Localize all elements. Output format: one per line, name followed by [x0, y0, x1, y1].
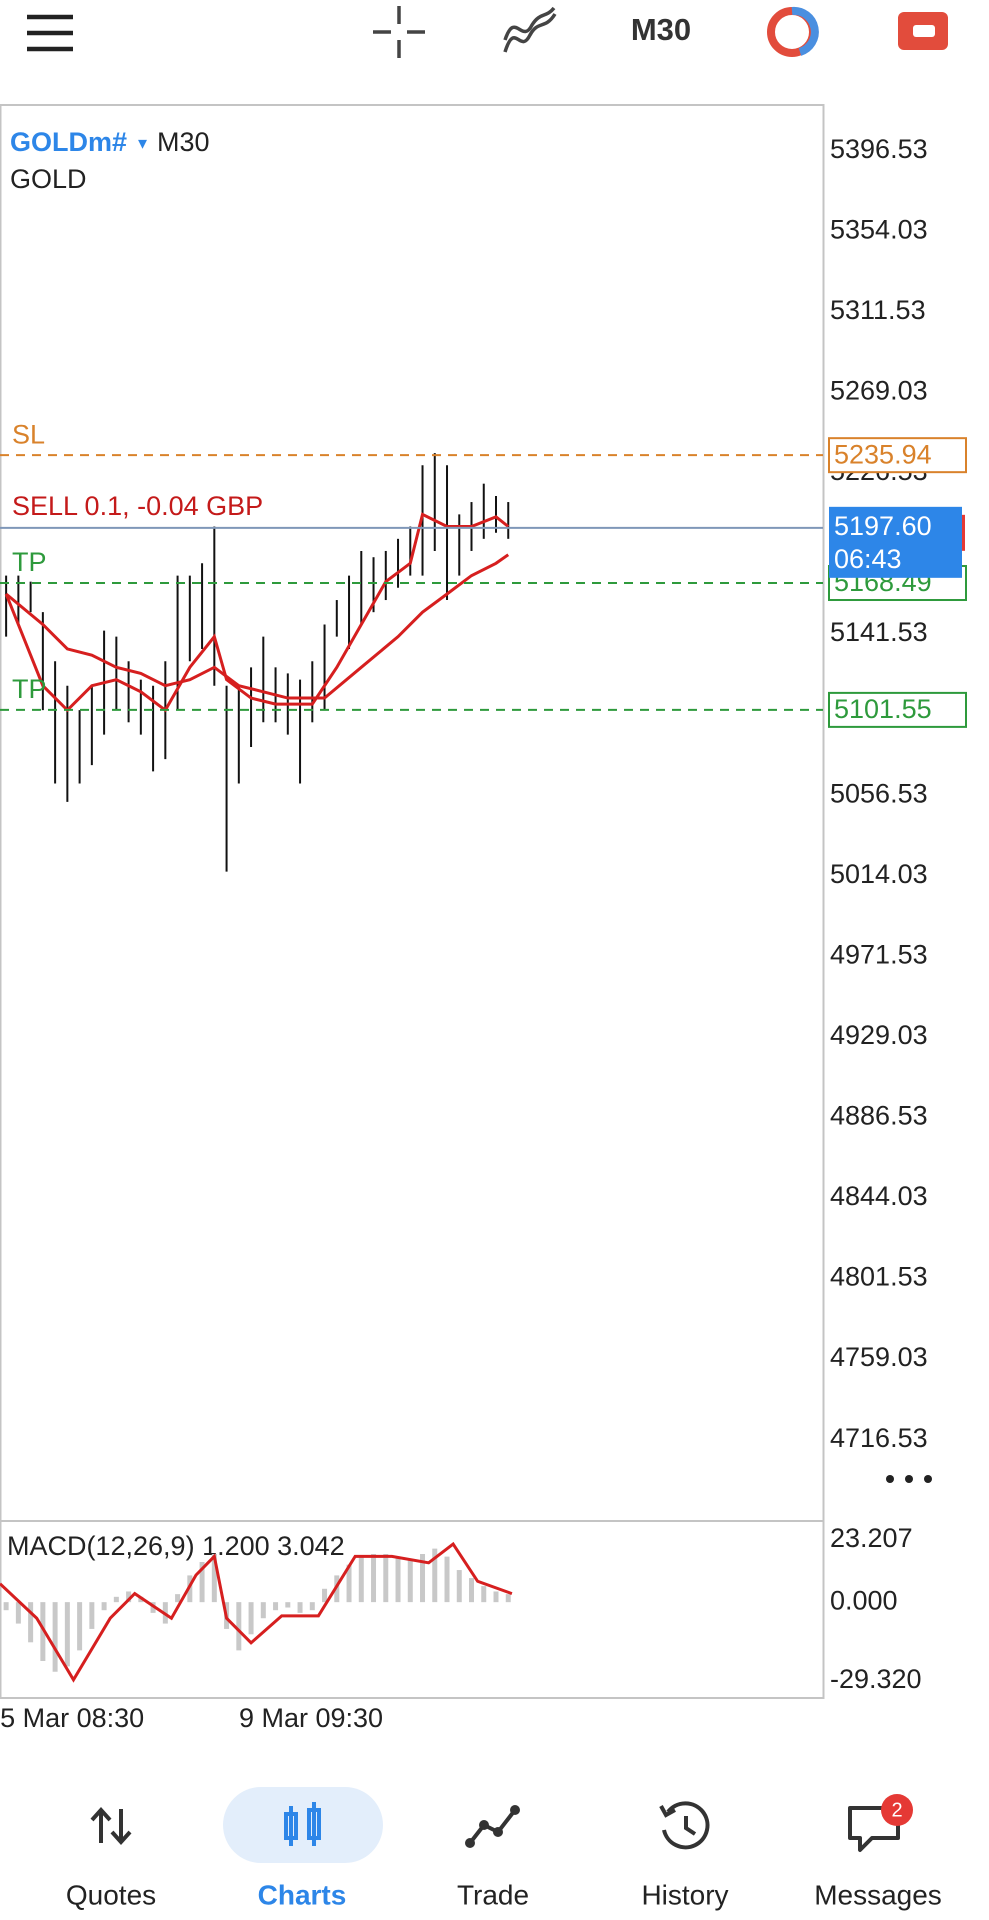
- badge: [881, 1794, 913, 1826]
- price-tick-label: 5269.03: [830, 376, 928, 406]
- level-price: 5235.94: [834, 439, 932, 469]
- level-price-box: [828, 437, 967, 474]
- price-tick-label: 4886.53: [830, 1101, 928, 1131]
- badge-count: 2: [891, 1799, 902, 1821]
- icon-stroke: [90, 1807, 112, 1843]
- menu-button[interactable]: [27, 14, 73, 52]
- more-button[interactable]: [886, 1475, 932, 1483]
- quotes-icon: [90, 1807, 132, 1845]
- trade-icon: [465, 1805, 520, 1848]
- dot: [924, 1475, 932, 1483]
- icon-stroke: [662, 1801, 710, 1850]
- icon-inner: [913, 25, 935, 37]
- time-tick-label: 5 Mar 08:30: [0, 1703, 144, 1733]
- dot: [905, 1475, 913, 1483]
- timeframe-button[interactable]: M30: [631, 12, 691, 47]
- price-tick-label: 5056.53: [830, 778, 928, 808]
- nav-label[interactable]: Trade: [457, 1879, 529, 1910]
- active-tab-background: [223, 1787, 383, 1863]
- nav-label[interactable]: Quotes: [66, 1879, 156, 1910]
- nav-label[interactable]: Charts: [258, 1879, 347, 1910]
- macd-tick-label: -29.320: [830, 1664, 922, 1694]
- moving-average: [4, 512, 510, 713]
- dot: [886, 1475, 894, 1483]
- crosshair-button[interactable]: [373, 6, 425, 58]
- price-tick-label: 4929.03: [830, 1020, 928, 1050]
- macd-signal-line: [0, 1541, 513, 1683]
- position-label: SELL 0.1, -0.04 GBP: [12, 491, 263, 521]
- price-tick-label: 5354.03: [830, 214, 928, 244]
- history-icon: [659, 1801, 710, 1850]
- icon-dot: [479, 1820, 489, 1830]
- icon-stroke: [659, 1805, 676, 1818]
- trade-button[interactable]: [898, 12, 948, 50]
- price-tick-label: 4716.53: [830, 1423, 928, 1453]
- bar-timer: 06:43: [834, 544, 902, 574]
- bid-price: 5197.60: [834, 511, 932, 541]
- macd-label: MACD(12,26,9) 1.200 3.042: [7, 1531, 345, 1561]
- icon-dot: [493, 1827, 503, 1837]
- nav-label[interactable]: Messages: [814, 1879, 942, 1910]
- icon-stroke: [110, 1809, 132, 1845]
- icon-dot: [510, 1805, 520, 1815]
- icon-stroke: [468, 1808, 517, 1845]
- level-price-box: [828, 691, 967, 728]
- price-tick-label: 4759.03: [830, 1342, 928, 1372]
- icon-stroke: [503, 6, 556, 41]
- price-tick-label: 5014.03: [830, 859, 928, 889]
- price-tick-label: 4801.53: [830, 1262, 928, 1292]
- chart-timeframe: M30: [157, 127, 210, 157]
- icon-stroke: [684, 1816, 697, 1836]
- level-label: TP: [12, 674, 47, 704]
- chart-frame: [0, 104, 825, 1699]
- bid-box: [829, 506, 962, 578]
- level-label: TP: [12, 547, 47, 577]
- icon-dot: [465, 1838, 475, 1848]
- price-tick-label: 5396.53: [830, 134, 928, 164]
- symbol-description: GOLD: [10, 164, 87, 194]
- level-price: 5101.55: [834, 694, 932, 724]
- moving-average: [5, 553, 510, 700]
- icon-arc: [791, 6, 819, 56]
- macd-tick-label: 23.207: [830, 1523, 913, 1553]
- macd-tick-label: 0.000: [830, 1585, 898, 1615]
- indicators-button[interactable]: [503, 6, 557, 53]
- price-tick-label: 5311.53: [830, 295, 926, 325]
- price-tick-label: 4844.03: [830, 1181, 928, 1211]
- clock-button[interactable]: [767, 6, 819, 57]
- nav-label[interactable]: History: [641, 1879, 728, 1910]
- icon-stroke: [503, 13, 557, 53]
- symbol[interactable]: GOLDm#: [10, 127, 127, 157]
- charts-icon: [284, 1802, 321, 1846]
- symbol-dropdown[interactable]: ▾: [138, 133, 147, 153]
- price-tick-label: 5141.53: [830, 617, 928, 647]
- price-tick-label: 4971.53: [830, 939, 928, 969]
- level-label: SL: [12, 419, 45, 449]
- time-tick-label: 9 Mar 09:30: [239, 1703, 383, 1733]
